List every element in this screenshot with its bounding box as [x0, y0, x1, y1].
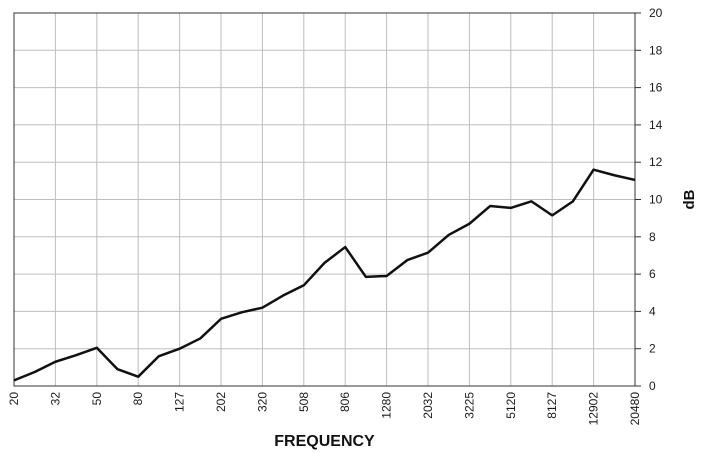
- y-tick-label-7: 14: [649, 118, 663, 132]
- x-tick-label-13: 8127: [545, 392, 559, 419]
- y-axis-title: dB: [681, 189, 698, 209]
- y-axis-ticks: 0 2 4 6 8 10 12 14 16 18 20: [635, 6, 663, 393]
- y-tick-label-6: 12: [649, 155, 663, 169]
- y-tick-label-8: 16: [649, 81, 663, 95]
- y-tick-label-0: 0: [649, 379, 656, 393]
- y-tick-label-10: 20: [649, 6, 663, 20]
- x-tick-label-9: 1280: [380, 392, 394, 419]
- x-tick-label-2: 50: [90, 392, 104, 406]
- x-tick-label-10: 2032: [421, 392, 435, 419]
- x-tick-label-1: 32: [48, 392, 62, 406]
- x-tick-label-6: 320: [255, 392, 269, 412]
- x-axis-ticks: 20 32 50 80 127 202 320 508 806 1280 2032 3225 5120 8…: [7, 392, 642, 426]
- y-tick-label-1: 2: [649, 342, 656, 356]
- x-tick-label-7: 508: [297, 392, 311, 412]
- series-line: [13, 168, 636, 382]
- x-tick-label-4: 127: [173, 392, 187, 412]
- y-tick-label-2: 4: [649, 304, 656, 318]
- x-tick-label-5: 202: [214, 392, 228, 412]
- y-tick-label-9: 18: [649, 43, 663, 57]
- x-axis-title: FREQUENCY: [274, 433, 375, 450]
- y-tick-label-3: 6: [649, 267, 656, 281]
- x-tick-label-0: 20: [7, 392, 21, 406]
- x-tick-label-3: 80: [131, 392, 145, 406]
- x-tick-label-8: 806: [338, 392, 352, 412]
- x-tick-label-15: 20480: [628, 392, 642, 426]
- x-tick-label-14: 12902: [587, 392, 601, 426]
- x-tick-label-12: 5120: [504, 392, 518, 419]
- x-tick-label-11: 3225: [462, 392, 476, 419]
- grid: [13, 12, 636, 387]
- y-tick-label-5: 10: [649, 193, 663, 207]
- y-tick-label-4: 8: [649, 230, 656, 244]
